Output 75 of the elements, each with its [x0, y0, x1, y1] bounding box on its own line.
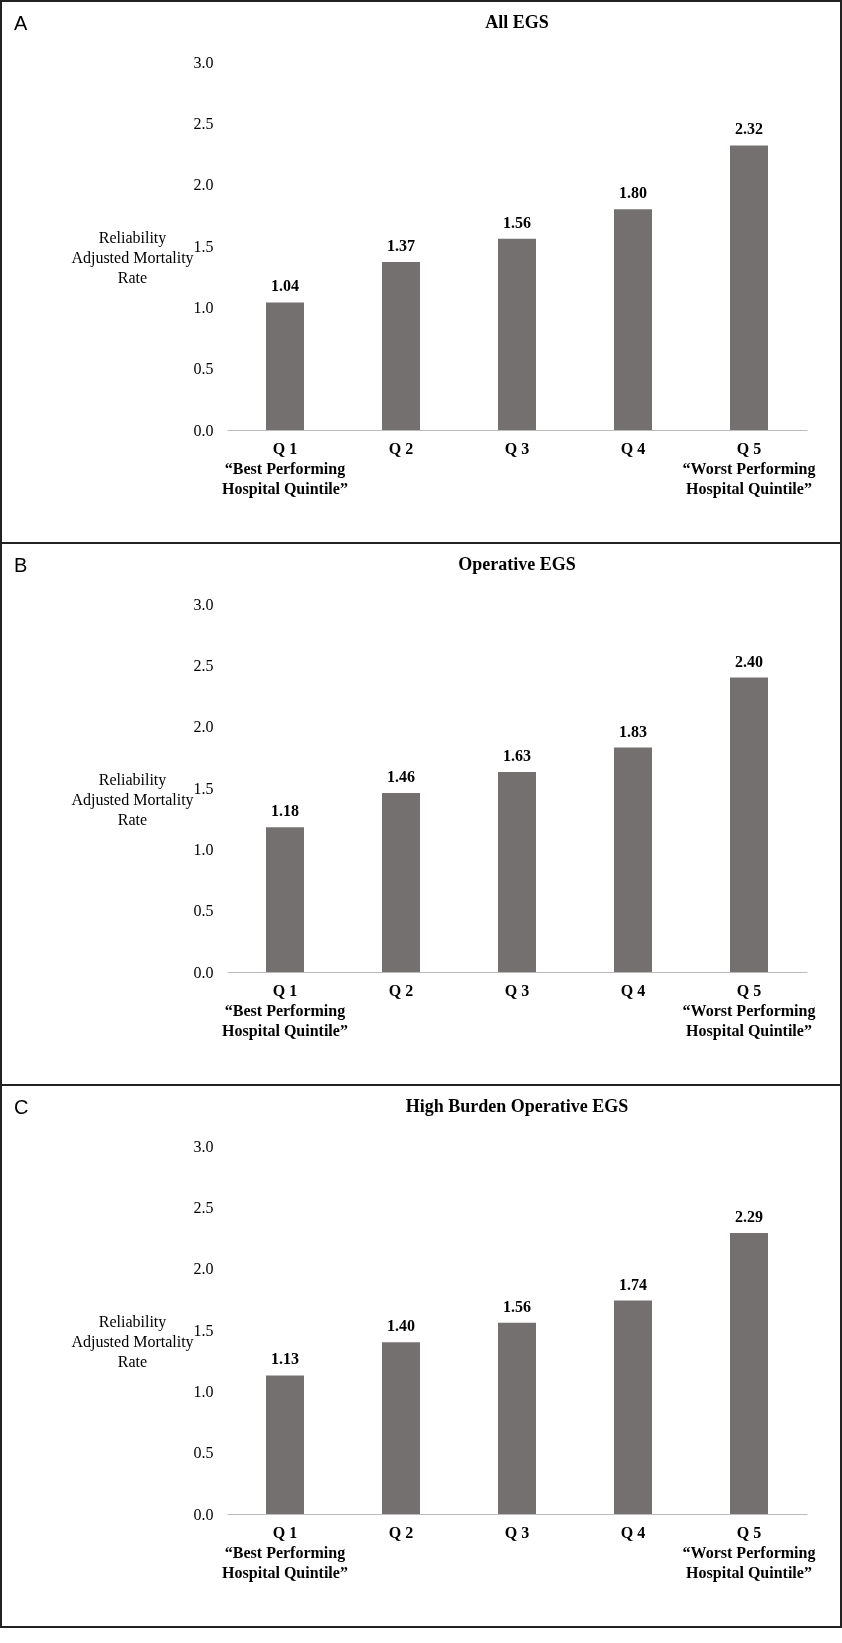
x-tick-label: Q 4	[620, 981, 646, 999]
y-tick-label: 2.5	[193, 114, 214, 132]
y-tick-label: 1.0	[193, 1382, 214, 1400]
data-label: 1.56	[503, 1297, 531, 1315]
x-tick-label: Q 2	[388, 981, 414, 999]
bar	[498, 772, 536, 972]
data-label: 1.80	[619, 184, 647, 202]
y-tick-label: 1.0	[193, 298, 214, 316]
data-label: 2.40	[735, 652, 763, 670]
data-label: 2.29	[735, 1208, 763, 1226]
data-label: 1.40	[387, 1317, 415, 1335]
x-tick-label: Q 3	[504, 1523, 530, 1541]
x-tick-label: Q 1 “Best Performing Hospital Quintile”	[222, 981, 348, 1040]
y-tick-label: 1.0	[193, 840, 214, 858]
bar	[498, 1322, 536, 1514]
y-tick-label: 0.5	[193, 902, 214, 920]
bar	[730, 1233, 768, 1514]
bar	[614, 209, 652, 430]
x-tick-label: Q 5 “Worst Performing Hospital Quintile”	[682, 439, 816, 498]
chart-title: High Burden Operative EGS	[405, 1096, 629, 1116]
x-tick-label: Q 2	[388, 1523, 414, 1541]
x-tick-label: Q 2	[388, 439, 414, 457]
x-tick-label: Q 1 “Best Performing Hospital Quintile”	[222, 439, 348, 498]
x-tick-label: Q 4	[620, 439, 646, 457]
chart-title: Operative EGS	[458, 554, 576, 574]
y-tick-label: 1.5	[193, 237, 214, 255]
data-label: 1.13	[271, 1350, 299, 1368]
bar	[614, 1300, 652, 1514]
y-tick-label: 2.5	[193, 1198, 214, 1216]
data-label: 2.32	[735, 120, 763, 138]
data-label: 1.18	[271, 802, 299, 820]
x-tick-label: Q 5 “Worst Performing Hospital Quintile”	[682, 981, 816, 1040]
y-tick-label: 0.0	[193, 963, 214, 981]
x-tick-label: Q 1 “Best Performing Hospital Quintile”	[222, 1523, 348, 1582]
y-tick-label: 1.5	[193, 779, 214, 797]
y-tick-label: 3.0	[193, 595, 214, 613]
bar	[730, 677, 768, 972]
x-tick-label: Q 3	[504, 981, 530, 999]
y-tick-label: 3.0	[193, 53, 214, 71]
y-axis-title: Reliability Adjusted Mortality Rate	[71, 770, 194, 828]
y-axis-title: Reliability Adjusted Mortality Rate	[71, 1312, 194, 1370]
x-tick-label: Q 5 “Worst Performing Hospital Quintile”	[682, 1523, 816, 1582]
y-tick-label: 1.5	[193, 1321, 214, 1339]
data-label: 1.04	[271, 277, 299, 295]
x-tick-label: Q 4	[620, 1523, 646, 1541]
y-tick-label: 2.5	[193, 656, 214, 674]
bar	[266, 1375, 304, 1514]
y-tick-label: 2.0	[193, 718, 214, 736]
text: A	[14, 12, 28, 35]
y-axis-title: Reliability Adjusted Mortality Rate	[71, 228, 194, 286]
bar	[266, 827, 304, 972]
text: B	[14, 554, 28, 577]
bar	[382, 261, 420, 430]
data-label: 1.37	[387, 236, 415, 254]
data-label: 1.46	[387, 767, 415, 785]
data-label: 1.56	[503, 213, 531, 231]
y-tick-label: 2.0	[193, 176, 214, 194]
bar	[382, 792, 420, 972]
data-label: 1.63	[503, 747, 531, 765]
y-tick-label: 0.0	[193, 1505, 214, 1523]
bar	[498, 238, 536, 430]
bar	[382, 1342, 420, 1514]
data-label: 1.74	[619, 1275, 647, 1293]
y-tick-label: 3.0	[193, 1137, 214, 1155]
text: C	[14, 1096, 29, 1119]
bar	[266, 302, 304, 430]
y-tick-label: 0.5	[193, 360, 214, 378]
y-tick-label: 0.5	[193, 1444, 214, 1462]
bar	[614, 747, 652, 972]
y-tick-label: 0.0	[193, 421, 214, 439]
chart-title: All EGS	[485, 12, 549, 32]
x-tick-label: Q 3	[504, 439, 530, 457]
data-label: 1.83	[619, 722, 647, 740]
bar	[730, 145, 768, 430]
y-tick-label: 2.0	[193, 1260, 214, 1278]
